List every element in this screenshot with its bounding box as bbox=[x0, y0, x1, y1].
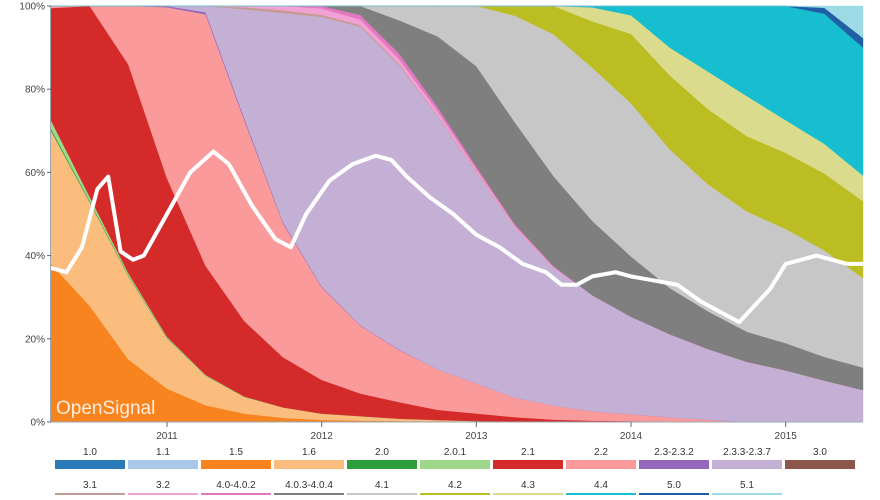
legend-label-4-4: 4.4 bbox=[594, 480, 608, 491]
legend-swatch-2-2 bbox=[566, 460, 636, 469]
legend-swatch-2-0 bbox=[347, 460, 417, 469]
x-tick-label: 2015 bbox=[775, 431, 798, 442]
legend-label-1-6: 1.6 bbox=[302, 447, 316, 458]
legend-swatch-1-1 bbox=[128, 460, 198, 469]
trend-line bbox=[49, 149, 865, 325]
legend-label-4-0-3-4-0-4: 4.0.3-4.0.4 bbox=[285, 480, 333, 491]
legend-label-2-1: 2.1 bbox=[521, 447, 535, 458]
y-tick-label: 20% bbox=[25, 334, 45, 345]
x-tick-label: 2014 bbox=[620, 431, 643, 442]
x-tick-label: 2013 bbox=[465, 431, 488, 442]
y-tick-label: 60% bbox=[25, 168, 45, 179]
legend-swatch-3-0 bbox=[785, 460, 855, 469]
legend-swatch-1-6 bbox=[274, 460, 344, 469]
legend-label-4-3: 4.3 bbox=[521, 480, 535, 491]
legend-label-1-1: 1.1 bbox=[156, 447, 170, 458]
legend-label-4-2: 4.2 bbox=[448, 480, 462, 491]
legend-label-3-2: 3.2 bbox=[156, 480, 170, 491]
axes: 0% 20% 40% 60% 80% 100% 2011 2012 2013 2014 2015 bbox=[19, 2, 863, 442]
legend-label-4-0-4-0-2: 4.0-4.0.2 bbox=[216, 480, 256, 491]
x-tick-label: 2011 bbox=[156, 431, 178, 442]
legend-label-2-0: 2.0 bbox=[375, 447, 389, 458]
legend-swatch-2-3-3-2-3-7 bbox=[712, 460, 782, 469]
legend-swatch-1-0 bbox=[55, 460, 125, 469]
legend-label-3-0: 3.0 bbox=[813, 447, 827, 458]
trend-line-group bbox=[49, 149, 865, 325]
legend-label-2-0-1: 2.0.1 bbox=[444, 447, 467, 458]
watermark-label: OpenSignal bbox=[56, 398, 155, 419]
legend-label-1-5: 1.5 bbox=[229, 447, 243, 458]
legend-label-2-2: 2.2 bbox=[594, 447, 608, 458]
legend-label-2-3-2-3-2: 2.3-2.3.2 bbox=[654, 447, 694, 458]
legend-swatch-2-1 bbox=[493, 460, 563, 469]
legend-swatch-1-5 bbox=[201, 460, 271, 469]
legend-swatch-2-3-2-3-2 bbox=[639, 460, 709, 469]
x-tick-label: 2012 bbox=[311, 431, 334, 442]
legend: 1.0 1.1 1.5 1.6 2.0 2.0.1 2.1 2.2 2.3-2.3.2 2.3.3… bbox=[55, 447, 855, 500]
legend-label-3-1: 3.1 bbox=[83, 480, 97, 491]
legend-label-5-0: 5.0 bbox=[667, 480, 681, 491]
legend-label-4-1: 4.1 bbox=[375, 480, 389, 491]
legend-label-2-3-3-2-3-7: 2.3.3-2.3.7 bbox=[723, 447, 771, 458]
y-tick-label: 80% bbox=[25, 85, 45, 96]
legend-label-1-0: 1.0 bbox=[83, 447, 97, 458]
y-tick-label: 0% bbox=[31, 418, 46, 429]
y-tick-label: 100% bbox=[19, 2, 45, 13]
y-tick-label: 40% bbox=[25, 251, 45, 262]
legend-label-5-1: 5.1 bbox=[740, 480, 754, 491]
legend-swatch-2-0-1 bbox=[420, 460, 490, 469]
series-areas bbox=[50, 5, 864, 423]
area-series-5-1 bbox=[51, 5, 864, 39]
